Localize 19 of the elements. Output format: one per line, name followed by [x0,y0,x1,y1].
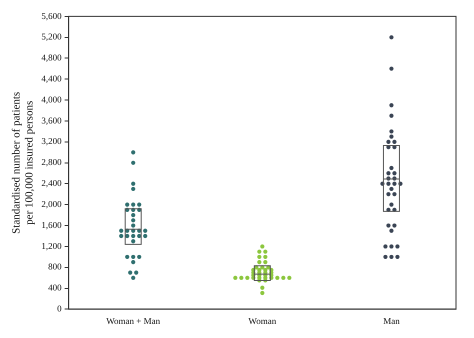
y-tick-label: 3,600 [41,115,62,126]
y-tick-label: 4,000 [41,94,62,104]
x-tick-label: Woman [248,316,277,326]
y-tick-label: 400 [48,282,62,293]
y-tick-label: 0 [57,304,62,314]
x-tick-label: Woman + Man [106,316,161,326]
y-tick-label: 2,800 [41,157,62,168]
y-tick-label: 5,600 [41,10,62,21]
y-tick-label: 2,000 [41,198,62,209]
y-tick-label: 5,200 [41,32,62,42]
y-tick-label: 4,800 [41,52,62,63]
y-tick-label: 800 [48,262,62,272]
y-axis-title: Standardised number of patients per 100,000 insured persons [10,92,36,234]
y-tick-label: 3,200 [41,136,62,146]
x-tick-label: Man [383,316,400,326]
y-tick-label: 2,400 [41,178,62,188]
y-tick-label: 1,200 [41,240,62,251]
y-tick-label: 1,600 [41,220,62,230]
y-tick-label: 4,400 [41,74,62,84]
